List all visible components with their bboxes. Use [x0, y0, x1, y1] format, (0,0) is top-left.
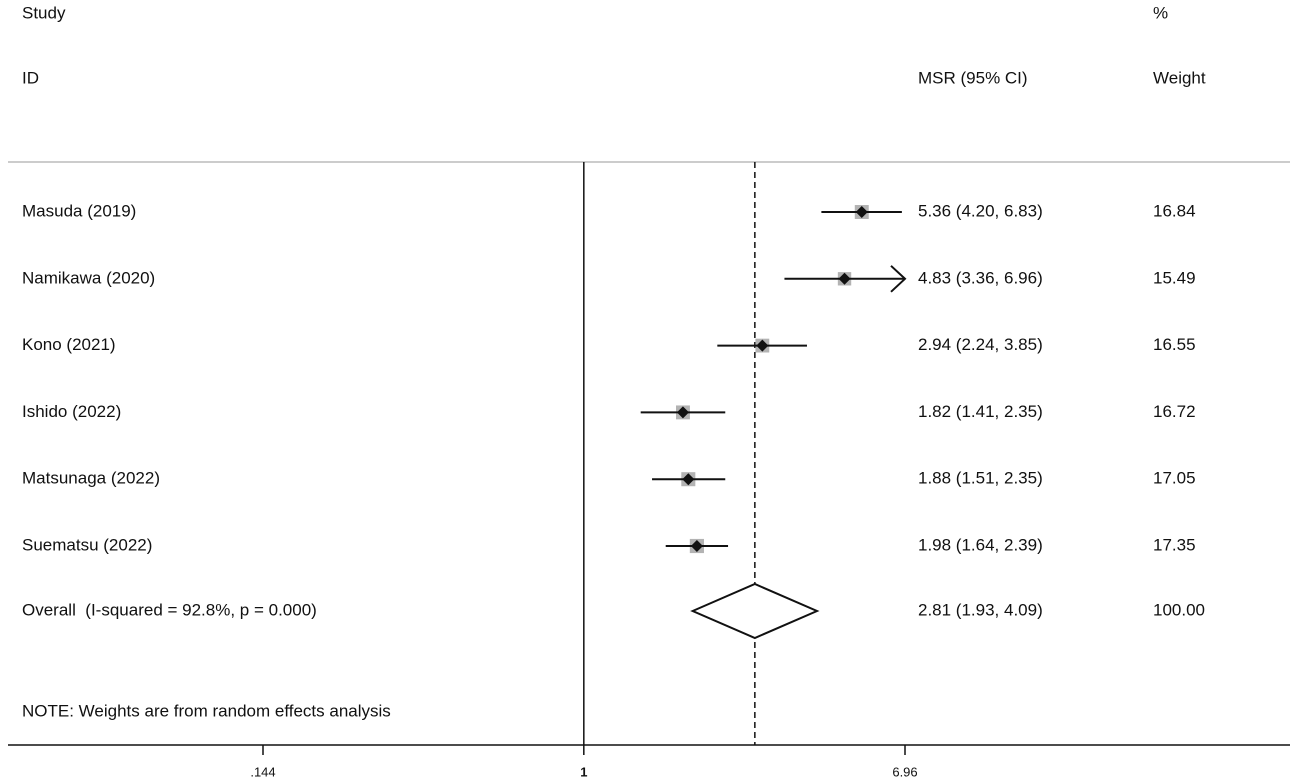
- ci-label: 2.94 (2.24, 3.85): [918, 335, 1043, 354]
- study-label: Masuda (2019): [22, 201, 136, 220]
- point-estimate: [855, 206, 868, 218]
- weight-label: 16.55: [1153, 335, 1196, 354]
- point-estimate: [756, 339, 769, 352]
- overall-label: Overall (I-squared = 92.8%, p = 0.000): [22, 600, 317, 619]
- ci-label: 4.83 (3.36, 6.96): [918, 268, 1043, 287]
- weight-label: 15.49: [1153, 268, 1196, 287]
- x-tick-label: .144: [250, 764, 275, 779]
- ci-label: 1.98 (1.64, 2.39): [918, 535, 1043, 554]
- overall-ci-label: 2.81 (1.93, 4.09): [918, 600, 1043, 619]
- note: NOTE: Weights are from random effects an…: [22, 701, 391, 720]
- x-tick-label: 1: [580, 764, 587, 779]
- ci-label: 5.36 (4.20, 6.83): [918, 201, 1043, 220]
- weight-label: 17.05: [1153, 469, 1196, 488]
- study-label: Namikawa (2020): [22, 268, 155, 287]
- x-tick-label: 6.96: [892, 764, 917, 779]
- study-label: Kono (2021): [22, 335, 116, 354]
- header-pct: %: [1153, 3, 1168, 22]
- point-estimate: [676, 406, 689, 419]
- weight-label: 17.35: [1153, 535, 1196, 554]
- ci-label: 1.82 (1.41, 2.35): [918, 402, 1043, 421]
- header-id: ID: [22, 68, 39, 87]
- ci-label: 1.88 (1.51, 2.35): [918, 469, 1043, 488]
- header-study: Study: [22, 3, 66, 22]
- point-estimate: [690, 540, 703, 552]
- weight-label: 16.84: [1153, 201, 1196, 220]
- overall-weight-label: 100.00: [1153, 600, 1205, 619]
- point-estimate: [838, 272, 851, 285]
- header-msr: MSR (95% CI): [918, 68, 1028, 87]
- header-weight: Weight: [1153, 68, 1206, 87]
- study-label: Suematsu (2022): [22, 535, 152, 554]
- ci-arrow: [890, 265, 907, 293]
- study-label: Ishido (2022): [22, 402, 121, 421]
- study-label: Matsunaga (2022): [22, 469, 160, 488]
- weight-label: 16.72: [1153, 402, 1196, 421]
- point-estimate: [682, 473, 695, 486]
- overall-diamond: [690, 582, 820, 640]
